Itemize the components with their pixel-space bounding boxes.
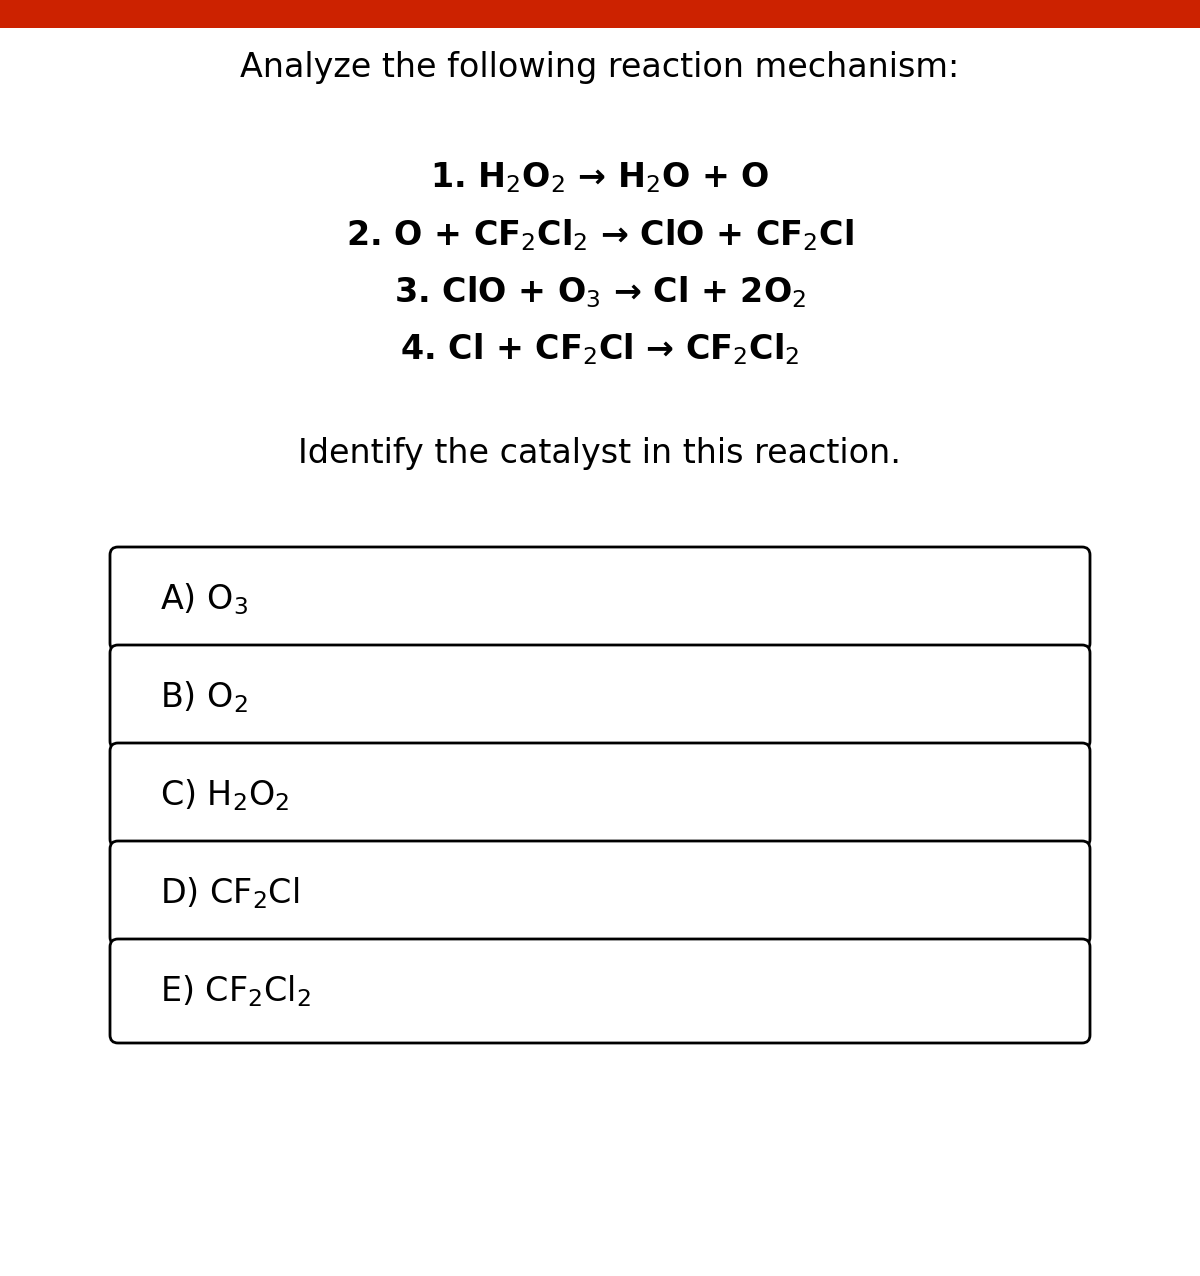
FancyBboxPatch shape — [0, 0, 1200, 28]
FancyBboxPatch shape — [110, 743, 1090, 847]
Text: Identify the catalyst in this reaction.: Identify the catalyst in this reaction. — [299, 436, 901, 470]
Text: C) H$_2$O$_2$: C) H$_2$O$_2$ — [160, 777, 289, 813]
Text: 2. O + CF$_2$Cl$_2$ → ClO + CF$_2$Cl: 2. O + CF$_2$Cl$_2$ → ClO + CF$_2$Cl — [346, 217, 854, 253]
FancyBboxPatch shape — [110, 644, 1090, 749]
FancyBboxPatch shape — [110, 939, 1090, 1042]
Text: E) CF$_2$Cl$_2$: E) CF$_2$Cl$_2$ — [160, 974, 311, 1009]
Text: 3. ClO + O$_3$ → Cl + 2O$_2$: 3. ClO + O$_3$ → Cl + 2O$_2$ — [394, 274, 806, 310]
FancyBboxPatch shape — [110, 547, 1090, 651]
Text: A) O$_3$: A) O$_3$ — [160, 581, 248, 616]
Text: D) CF$_2$Cl: D) CF$_2$Cl — [160, 875, 300, 911]
Text: 1. H$_2$O$_2$ → H$_2$O + O: 1. H$_2$O$_2$ → H$_2$O + O — [431, 161, 769, 195]
Text: B) O$_2$: B) O$_2$ — [160, 679, 247, 715]
Text: 4. Cl + CF$_2$Cl → CF$_2$Cl$_2$: 4. Cl + CF$_2$Cl → CF$_2$Cl$_2$ — [401, 332, 799, 367]
Text: Analyze the following reaction mechanism:: Analyze the following reaction mechanism… — [240, 51, 960, 84]
FancyBboxPatch shape — [110, 841, 1090, 946]
